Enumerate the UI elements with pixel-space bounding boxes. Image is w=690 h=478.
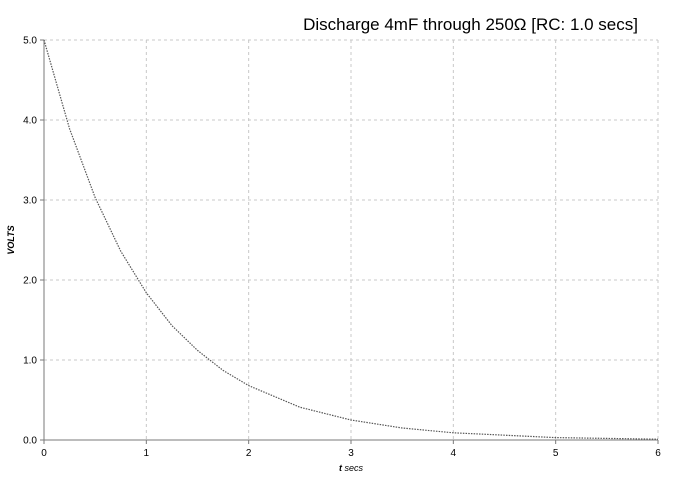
x-tick-label: 0 — [41, 448, 47, 459]
x-tick-label: 5 — [553, 448, 559, 459]
x-tick-label: 6 — [655, 448, 661, 459]
grid — [44, 39, 659, 440]
y-tick-label: 3.0 — [23, 196, 37, 207]
x-tick-label: 1 — [144, 448, 150, 459]
x-axis-label-unit: secs — [345, 463, 364, 473]
y-tick-label: 5.0 — [23, 36, 37, 47]
y-tick-label: 0.0 — [23, 436, 37, 447]
series-line — [43, 39, 659, 440]
ticks: 0 1 2 3 4 5 6 0.0 1.0 2.0 3.0 4.0 5.0 — [23, 36, 661, 460]
x-tick-label: 4 — [451, 448, 457, 459]
y-tick-label: 2.0 — [23, 276, 37, 287]
y-tick-label: 1.0 — [23, 356, 37, 367]
x-tick-label: 3 — [348, 448, 354, 459]
x-tick-label: 2 — [246, 448, 252, 459]
x-axis-label: t secs — [339, 463, 364, 473]
y-axis-label: VOLTS — [6, 225, 16, 254]
chart-title: Discharge 4mF through 250Ω [RC: 1.0 secs… — [303, 15, 638, 34]
x-axis-label-main: t — [339, 463, 343, 473]
y-tick-label: 4.0 — [23, 116, 37, 127]
